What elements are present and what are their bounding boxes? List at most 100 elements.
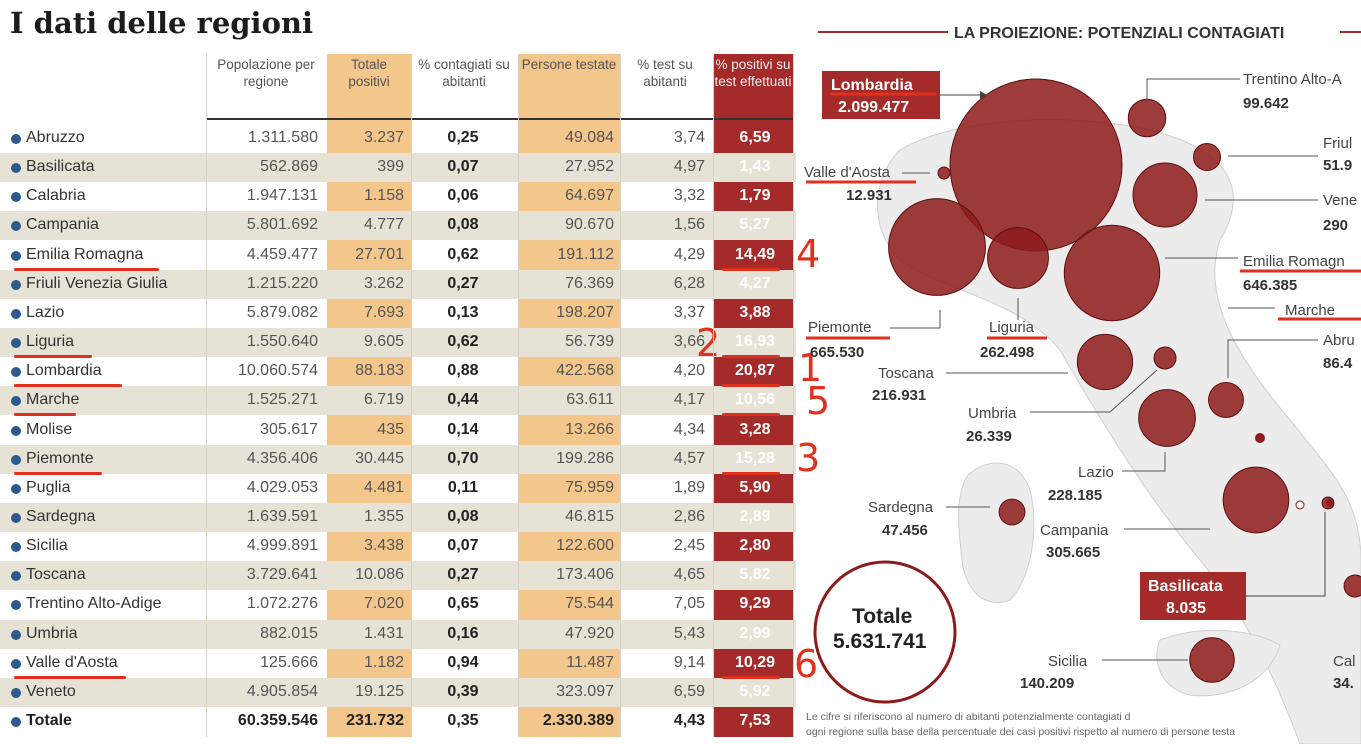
- table-row: Puglia 4.029.053 4.481 0,11 75.959 1,89 5,90: [0, 474, 796, 503]
- region-label: Sardegna: [26, 507, 96, 525]
- bubble-calabria: [1343, 574, 1361, 598]
- cell-pop: 562.869: [260, 158, 318, 176]
- cell-contagiati: 0,35: [447, 712, 479, 729]
- cell-positivi: 3.438: [363, 537, 404, 555]
- map-label-value: 8.035: [1166, 600, 1206, 617]
- arrow-icon: [980, 91, 987, 99]
- cell-pop: 1.311.580: [248, 129, 318, 146]
- region-label: Valle d'Aosta: [26, 653, 118, 671]
- total-value: 5.631.741: [833, 630, 927, 653]
- map-label-value: 646.385: [1243, 277, 1297, 294]
- region-dot: [11, 658, 21, 669]
- cell-test: 2,86: [673, 507, 705, 525]
- region-underline: [14, 384, 122, 388]
- cell-testate: 122.600: [556, 537, 614, 555]
- region-dot: [11, 134, 21, 144]
- cell-test: 1,56: [673, 216, 705, 234]
- leader-line: [1146, 78, 1240, 100]
- cell-positivi: 4.481: [363, 478, 404, 496]
- cell-testate: 27.952: [565, 158, 614, 176]
- map-label-name: Lombardia: [831, 77, 913, 94]
- region-label: Calabria: [26, 187, 86, 205]
- cell-contagiati: 0,08: [447, 216, 479, 234]
- handwritten-rank: 6: [794, 641, 819, 686]
- map-label-value: 228.185: [1048, 487, 1102, 504]
- value-underline: [722, 384, 780, 388]
- region-label: Umbria: [26, 624, 78, 642]
- table-row: Abruzzo 1.311.580 3.237 0,25 49.084 3,74 6,59: [0, 124, 796, 153]
- handwritten-rank: 2: [696, 321, 721, 366]
- region-dot: [11, 163, 21, 174]
- cell-pop: 10.060.574: [237, 362, 318, 380]
- region-label: Toscana: [26, 566, 86, 584]
- region-dot: [11, 600, 21, 611]
- region-label: Lazio: [26, 303, 65, 321]
- bubble-piemonte: [888, 198, 986, 296]
- cell-test: 6,59: [673, 682, 705, 700]
- table-row: Piemonte 4.356.406 30.445 0,70 199.286 4,57 15…: [0, 444, 796, 474]
- table-row: Calabria 1.947.131 1.158 0,06 64.697 3,32 1,79: [0, 182, 796, 211]
- cell-positivi: 7.020: [363, 595, 404, 613]
- cell-contagiati: 0,13: [447, 303, 479, 321]
- region-label: Sicilia: [26, 537, 68, 555]
- bubble-friuli-venezia-giulia: [1192, 142, 1222, 172]
- cell-positivi_test: 2,80: [739, 537, 771, 555]
- region-label: Totale: [26, 712, 72, 729]
- cell-test: 1,89: [673, 478, 705, 496]
- cell-positivi_test: 4,27: [739, 274, 771, 292]
- cell-positivi_test: 10,56: [734, 391, 776, 409]
- leader-line: [890, 310, 941, 329]
- cell-positivi_test: 5,27: [739, 216, 771, 234]
- cell-testate: 199.286: [556, 449, 614, 467]
- region-dot: [11, 396, 21, 407]
- table-row: Totale 60.359.546 231.732 0,35 2.330.389 4,43…: [0, 707, 796, 736]
- map-label-value: 51.9: [1323, 157, 1352, 174]
- map-label-value: 140.209: [1020, 675, 1074, 692]
- column-separator: [793, 54, 794, 737]
- region-dot: [11, 338, 21, 349]
- header-contagiati: % contagiati su abitanti: [418, 57, 510, 89]
- map-label-value: 216.931: [872, 387, 926, 404]
- map-label-value: 262.498: [980, 344, 1034, 361]
- cell-testate: 63.611: [566, 391, 614, 409]
- bubble-molise: [1255, 433, 1265, 443]
- cell-contagiati: 0,65: [447, 595, 479, 613]
- cell-test: 4,65: [673, 566, 705, 584]
- cell-test: 4,57: [673, 449, 705, 467]
- cell-test: 3,32: [673, 187, 705, 205]
- cell-positivi_test: 5,82: [739, 566, 771, 584]
- cell-testate: 64.697: [565, 187, 614, 205]
- cell-testate: 11.487: [566, 653, 614, 671]
- cell-pop: 305.617: [260, 420, 318, 438]
- cell-contagiati: 0,39: [447, 682, 479, 700]
- cell-positivi: 4.777: [363, 216, 404, 234]
- region-label: Abruzzo: [26, 129, 85, 146]
- header-pop: Popolazione per regione: [217, 57, 315, 89]
- region-label: Trentino Alto-Adige: [26, 595, 162, 613]
- cell-positivi_test: 15,28: [734, 449, 776, 467]
- handwritten-rank: 4: [796, 231, 821, 276]
- cell-testate: 75.959: [565, 478, 614, 496]
- region-underline: [14, 267, 159, 271]
- region-underline: [14, 471, 102, 475]
- cell-pop: 1.639.591: [246, 507, 318, 525]
- map-label-value: 47.456: [882, 522, 928, 539]
- cell-positivi_test: 16,93: [734, 333, 776, 351]
- bubble-basilicata-marker: [1326, 499, 1334, 507]
- region-label: Molise: [26, 420, 73, 438]
- bubble-sicilia: [1189, 637, 1235, 683]
- region-label: Friuli Venezia Giulia: [26, 274, 168, 292]
- table-row: Sicilia 4.999.891 3.438 0,07 122.600 2,45 2,80: [0, 532, 796, 561]
- region-dot: [11, 687, 21, 698]
- cell-pop: 1.525.271: [246, 391, 318, 409]
- cell-positivi: 399: [377, 158, 404, 176]
- cell-test: 2,45: [673, 537, 705, 555]
- cell-positivi_test: 1,79: [739, 187, 771, 205]
- cell-pop: 4.356.406: [246, 449, 318, 467]
- cell-positivi: 1.431: [363, 624, 404, 642]
- cell-pop: 5.801.692: [246, 216, 318, 234]
- region-dot: [11, 571, 21, 582]
- map-label-name: Cal: [1333, 653, 1356, 670]
- header-testate: Persone testate: [521, 57, 617, 72]
- table-row: Valle d'Aosta 125.666 1.182 0,94 11.487 9,14 1…: [0, 649, 796, 678]
